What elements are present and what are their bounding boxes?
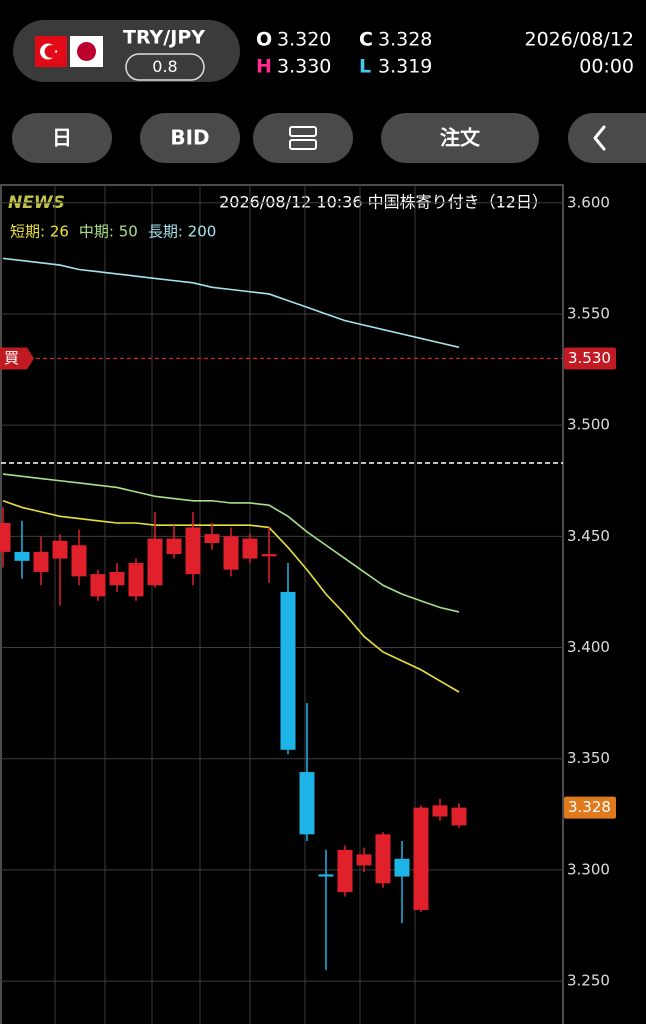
pair-name: TRY/JPY [123, 27, 205, 49]
buy-flag-label: 買 [4, 349, 19, 367]
buy-price-label: 3.530 [568, 349, 611, 367]
y-tick-label: 3.250 [567, 972, 610, 990]
candle-body [299, 772, 315, 835]
candle-body [14, 551, 30, 561]
flag-star [54, 49, 58, 54]
layout-icon [289, 126, 317, 137]
candle-body [128, 563, 144, 597]
side-button[interactable] [140, 113, 240, 163]
candle-body [147, 538, 163, 586]
open-value: 3.320 [277, 29, 331, 51]
candle-body [185, 527, 201, 575]
open-label: O [256, 29, 272, 51]
spread-box [125, 53, 205, 81]
buy-price-tag [564, 347, 616, 370]
order-button[interactable] [381, 113, 539, 163]
candle-body [242, 538, 258, 559]
back-icon [593, 125, 606, 151]
candle-body [394, 858, 410, 877]
candle-body [0, 523, 11, 552]
order-label: 注文 [440, 126, 481, 150]
candle-body [432, 805, 448, 817]
candle-body [90, 574, 106, 597]
candle-body [71, 545, 87, 577]
last-price-tag [564, 796, 616, 819]
close-value: 3.328 [378, 29, 432, 51]
y-tick-label: 3.600 [567, 193, 610, 211]
candle-body [337, 849, 353, 893]
time: 00:00 [579, 56, 634, 78]
candle-body [204, 534, 220, 544]
flag-crescent [44, 45, 58, 58]
y-tick-label: 3.550 [567, 304, 610, 322]
candle-body [109, 571, 125, 586]
candle-body [451, 807, 467, 826]
moving-average [2, 500, 460, 693]
low-value: 3.319 [378, 56, 432, 78]
candle-body [280, 591, 296, 750]
y-tick-label: 3.450 [567, 527, 610, 545]
candle-body [261, 554, 277, 557]
y-tick-label: 3.300 [567, 860, 610, 878]
close-label: C [359, 29, 373, 51]
chart: NEWS 2026/08/12 10:36 中国株寄り付き（12日） 3.600… [0, 184, 616, 1024]
candle-body [223, 536, 239, 570]
spread: 0.8 [152, 57, 177, 76]
buy-flag [0, 347, 34, 370]
candle-body [413, 807, 429, 910]
layout-button[interactable] [253, 113, 353, 163]
last-price-label: 3.328 [568, 798, 611, 816]
side-label: BID [170, 126, 209, 150]
high-value: 3.330 [277, 56, 331, 78]
back-button[interactable] [568, 113, 646, 163]
legend-entry: 中期: 50 [79, 223, 138, 241]
legend-entry: 短期: 26 [10, 223, 69, 241]
period-label: 日 [52, 126, 72, 150]
layout-icon [289, 139, 317, 150]
news-headline[interactable]: 2026/08/12 10:36 中国株寄り付き（12日） [219, 193, 548, 212]
candle-body [33, 551, 49, 572]
flag-sun [77, 42, 96, 61]
pair-selector[interactable] [13, 20, 240, 82]
y-tick-label: 3.400 [567, 638, 610, 656]
candle-body [375, 834, 391, 884]
date: 2026/08/12 [524, 29, 634, 51]
y-tick-label: 3.500 [567, 416, 610, 434]
plot-frame [0, 184, 564, 1024]
moving-average [2, 473, 460, 613]
moving-average [2, 257, 460, 349]
low-label: L [359, 56, 371, 78]
candle-body [52, 540, 68, 559]
candle-body [318, 874, 334, 877]
candle-body [356, 854, 372, 866]
high-label: H [256, 56, 272, 78]
legend-entry: 長期: 200 [148, 223, 216, 241]
candle-body [166, 538, 182, 555]
period-button[interactable] [12, 113, 112, 163]
y-tick-label: 3.350 [567, 749, 610, 767]
